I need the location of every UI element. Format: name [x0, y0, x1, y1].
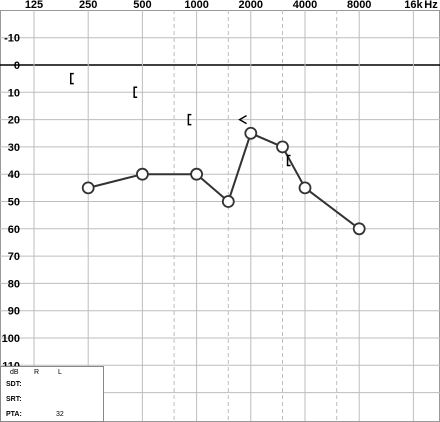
data-point-circle: [298, 181, 312, 195]
y-tick-label: 50: [8, 197, 20, 209]
y-tick-label: 10: [8, 87, 20, 99]
data-point-circle: [190, 167, 204, 181]
y-tick-label: 70: [8, 251, 20, 263]
data-point-circle: [276, 140, 289, 154]
y-tick-label: 30: [8, 142, 20, 154]
axis-labels: 125 250 500 1000 2000 4000 8000 16k Hz -10 0 10 20 30…: [2, 0, 439, 400]
y-tick-label: 20: [8, 115, 20, 127]
y-tick-label: 40: [8, 169, 20, 181]
legend-row-label: SRT:: [6, 396, 22, 403]
data-point-lessthan: [238, 114, 247, 125]
x-tick-label: 500: [133, 0, 151, 11]
x-tick-label: 4000: [293, 0, 317, 11]
data-point-circle: [221, 195, 235, 208]
legend-row-label: PTA:: [6, 411, 22, 418]
y-tick-label: 0: [14, 60, 20, 72]
grid: [0, 10, 440, 422]
series-line: [87, 131, 360, 230]
x-tick-label: 125: [25, 0, 43, 11]
y-tick-label: 60: [8, 224, 20, 236]
x-tick-label: 16k: [404, 0, 423, 11]
legend-box: dB R L SDT: SRT: PTA: 32: [0, 366, 104, 422]
data-point-circle: [81, 181, 95, 195]
x-tick-label: 8000: [347, 0, 371, 11]
legend-row-value: 32: [56, 411, 64, 418]
data-point-circle: [135, 167, 149, 181]
legend-header: dB: [10, 369, 19, 376]
plot-frame: [0, 10, 440, 422]
legend-row-label: SDT:: [6, 381, 22, 388]
y-tick-label: 80: [8, 278, 20, 290]
legend-frame: [0, 366, 104, 422]
data-point-circle: [244, 126, 258, 140]
data-point-bracket: [187, 113, 192, 126]
x-unit-label: Hz: [424, 0, 438, 11]
data-point-bracket: [286, 154, 291, 167]
x-tick-label: 1000: [184, 0, 208, 11]
data-point-bracket: [70, 72, 74, 85]
series: [70, 72, 366, 236]
y-tick-label: -10: [4, 33, 20, 45]
legend-header: L: [58, 369, 62, 376]
legend-header: R: [34, 369, 39, 376]
data-point-bracket: [133, 86, 138, 99]
x-tick-label: 250: [79, 0, 97, 11]
data-point-circle: [352, 222, 366, 236]
y-tick-label: 90: [8, 306, 20, 318]
x-tick-label: 2000: [239, 0, 263, 11]
y-tick-label: 100: [2, 333, 20, 345]
